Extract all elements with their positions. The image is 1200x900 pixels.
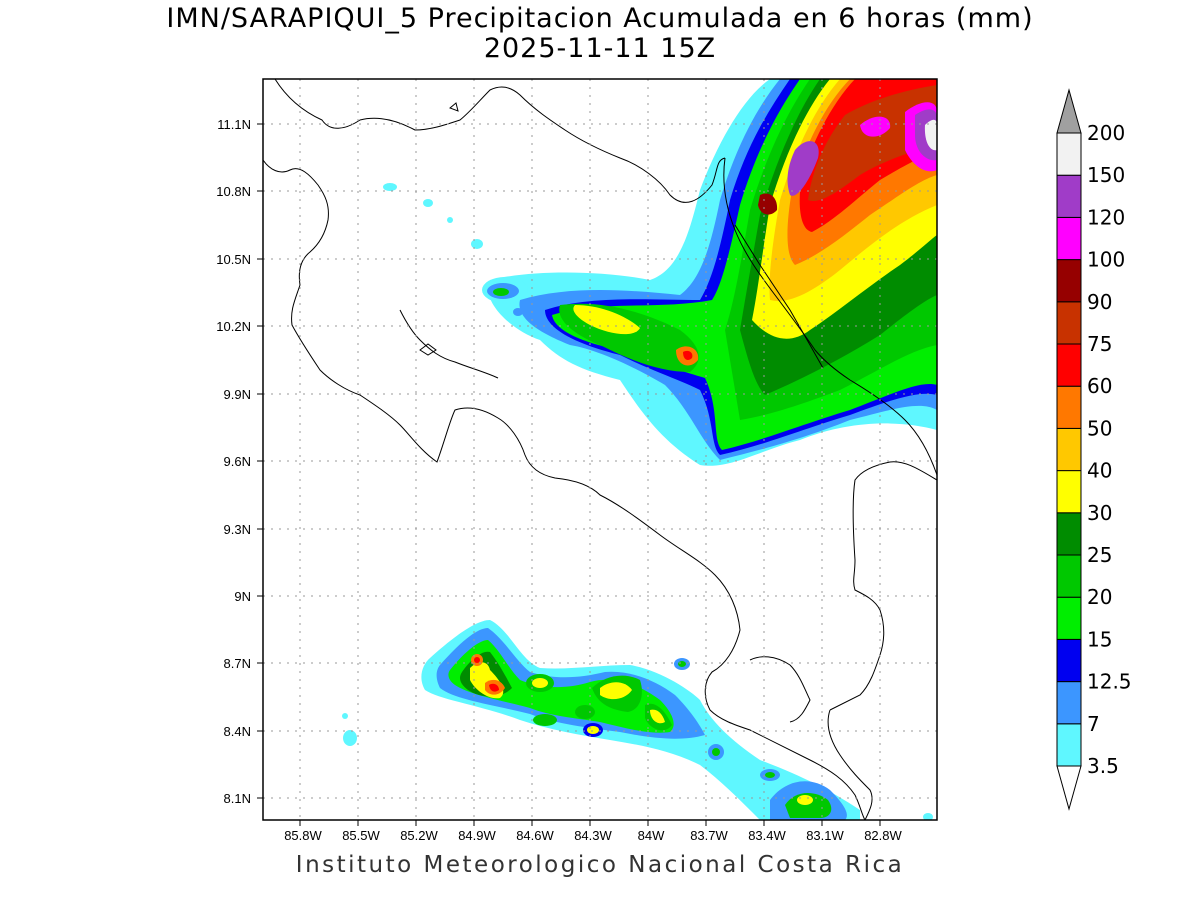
lon-label: 84.9W (458, 828, 496, 843)
colorbar-label: 50 (1087, 416, 1112, 440)
rain-area-northeast (488, 79, 937, 466)
colorbar-label: 7 (1087, 712, 1100, 736)
colorbar-top-arrow (1056, 88, 1082, 134)
lat-label: 9.6N (224, 454, 251, 469)
lat-label: 10.2N (216, 319, 251, 334)
map-datetime: 2025-11-11 15Z (483, 33, 717, 64)
colorbar-swatch (1056, 427, 1082, 472)
latitude-labels: 8.1N 8.4N 8.7N 9N 9.3N 9.6N 9.9N 10.2N 1… (216, 117, 251, 806)
lon-label: 84.6W (516, 828, 554, 843)
colorbar-label: 3.5 (1087, 754, 1119, 778)
lat-label: 8.1N (224, 791, 251, 806)
colorbar-label: 90 (1087, 290, 1112, 314)
osa-peninsula (749, 656, 811, 723)
lon-label: 82.8W (864, 828, 902, 843)
lon-label: 84W (638, 828, 665, 843)
lon-label: 85.8W (284, 828, 322, 843)
small-island (449, 102, 459, 112)
map-title: IMN/SARAPIQUI_5 Precipitacion Acumulada … (166, 3, 1034, 34)
lat-label: 8.4N (224, 724, 251, 739)
colorbar-label: 100 (1087, 248, 1125, 272)
colorbar-swatch (1056, 174, 1082, 218)
lat-label: 9.9N (224, 387, 251, 402)
pacific-coast-north (263, 159, 866, 820)
rain-band-south (342, 620, 933, 820)
colorbar-swatch (1056, 512, 1082, 556)
colorbar-label: 25 (1087, 543, 1112, 567)
lon-label: 84.3W (574, 828, 612, 843)
colorbar-swatch (1056, 596, 1082, 640)
panama-border (734, 224, 824, 369)
colorbar-label: 75 (1087, 332, 1112, 356)
colorbar-label: 150 (1087, 163, 1125, 187)
lon-label: 83.7W (690, 828, 728, 843)
colorbar-label: 200 (1087, 121, 1125, 145)
map-frame (262, 78, 938, 821)
colorbar-swatch (1056, 681, 1082, 725)
lat-label: 9N (234, 589, 251, 604)
lon-label: 83.1W (806, 828, 844, 843)
colorbar-swatch (1056, 132, 1082, 176)
colorbar-swatch (1056, 259, 1082, 303)
colorbar-swatch (1056, 638, 1082, 683)
lat-label: 10.8N (216, 184, 251, 199)
colorbar-label: 30 (1087, 501, 1112, 525)
lon-label: 83.4W (748, 828, 786, 843)
rain-cells-northwest (383, 183, 528, 316)
colorbar-swatch (1056, 301, 1082, 345)
footer-credit: Instituto Meteorologico Nacional Costa R… (295, 852, 905, 878)
lon-label: 85.2W (400, 828, 438, 843)
colorbar-label: 12.5 (1087, 670, 1132, 694)
precipitation-fields (342, 79, 937, 820)
lat-label: 11.1N (217, 117, 251, 132)
grid-lines (263, 79, 937, 820)
colorbar-swatch (1056, 385, 1082, 429)
colorbar-swatch (1056, 723, 1082, 767)
colorbar-label: 15 (1087, 627, 1112, 651)
colorbar-swatch (1056, 470, 1082, 514)
gulf-island (419, 343, 437, 356)
colorbar-swatch (1056, 554, 1082, 598)
colorbar-bottom-arrow (1056, 765, 1082, 811)
burica-coast (827, 709, 873, 820)
colorbar-legend: 3.5 7 12.5 15 20 25 30 40 50 60 75 90 100 120 150 200 (1056, 88, 1132, 811)
colorbar-label: 60 (1087, 374, 1112, 398)
colorbar-label: 40 (1087, 459, 1112, 483)
caribbean-coast (723, 157, 937, 476)
colorbar-swatch (1056, 343, 1082, 387)
lat-label: 10.5N (216, 252, 251, 267)
colorbar-swatch (1056, 216, 1082, 261)
panama-coast (829, 461, 937, 711)
tick-marks (257, 123, 881, 826)
longitude-labels: 85.8W 85.5W 85.2W 84.9W 84.6W 84.3W 84W … (284, 828, 902, 843)
nicaragua-lake-coast (274, 79, 726, 203)
colorbar-label: 120 (1087, 205, 1125, 229)
nicoya-peninsula (399, 309, 499, 379)
lat-label: 9.3N (224, 522, 251, 537)
lat-label: 8.7N (224, 656, 251, 671)
lon-label: 85.5W (342, 828, 380, 843)
colorbar-label: 20 (1087, 585, 1112, 609)
